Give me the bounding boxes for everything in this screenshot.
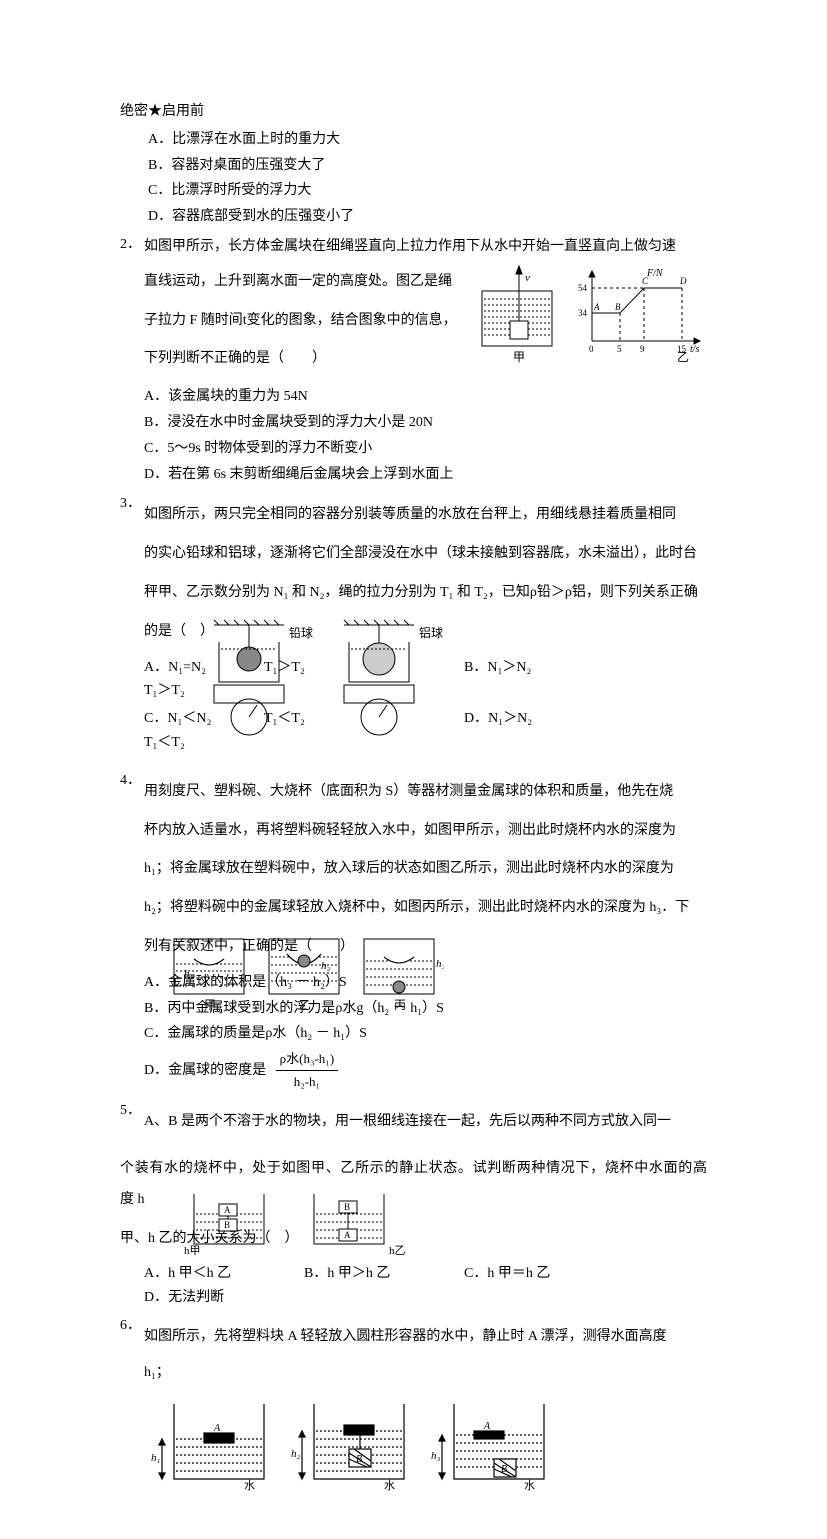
q1-opt-a: A．比漂浮在水面上时的重力大	[120, 128, 707, 152]
q4-cap1: 甲	[204, 998, 216, 1012]
q5-opt-c: C．h 甲＝h 乙	[464, 1262, 624, 1286]
q2-pt-b: B	[615, 302, 621, 312]
q2-number: 2．	[120, 233, 144, 488]
q4-cap2: 乙	[299, 998, 311, 1012]
q2-pt-a: A	[593, 302, 600, 312]
q4-opt-d-text: D．金属球的密度是	[144, 1063, 266, 1078]
q4-stem-4: h₂；将塑料碗中的金属球轻放入烧杯中，如图丙所示，测出此时烧杯内水的深度为 h₃…	[144, 893, 707, 924]
q6-stem-2: h₁；	[144, 1361, 707, 1385]
q2-ytick-54: 54	[578, 283, 588, 293]
q6-a3: A	[483, 1421, 491, 1432]
q3-label-al: 铝球	[419, 625, 443, 640]
q4-opt-d: D．金属球的密度是 ρ水(h₃-h₁) h₂-h₁	[144, 1048, 707, 1093]
q2-caption-right: 乙	[677, 350, 689, 364]
q2-xtick-0: 0	[589, 344, 594, 354]
q2-xtick-5: 5	[617, 344, 622, 354]
q4-cap3: 丙	[394, 998, 406, 1012]
q6-figure: A h₁ 水	[144, 1389, 707, 1499]
q5-opt-b: B．h 甲＞h 乙	[304, 1262, 464, 1286]
q5-opt-a: A．h 甲＜h 乙	[144, 1262, 304, 1286]
q5-b2: B	[344, 1202, 350, 1212]
q3-stem-3: 秤甲、乙示数分别为 N₁ 和 N₂，绳的拉力分别为 T₁ 和 T₂，已知ρ铅＞ρ…	[144, 578, 707, 609]
q2-figure: v 甲 F/N t/s 34 54	[477, 261, 707, 371]
q3-opt-d: D．N₁＞N₂	[464, 707, 584, 731]
svg-text:v: v	[525, 272, 530, 284]
q2-opt-c: C．5～9s 时物体受到的浮力不断变小	[144, 437, 707, 461]
q6-water2: 水	[384, 1479, 395, 1492]
q2-ylabel: F/N	[646, 268, 664, 279]
q3-stem-1: 如图所示，两只完全相同的容器分别装等质量的水放在台秤上，用细线悬挂着质量相同	[144, 500, 707, 531]
q2-pt-d: D	[679, 276, 687, 286]
q3-figure: 铅球 铝球	[184, 617, 444, 747]
q1-opt-c: C．比漂浮时所受的浮力大	[120, 179, 707, 203]
q4-stem-2: 杯内放入适量水，再将塑料碗轻轻放入水中，如图甲所示，测出此时烧杯内水的深度为	[144, 816, 707, 847]
q6-a1: A	[213, 1423, 221, 1434]
q5-b1: B	[224, 1220, 230, 1230]
secret-header: 绝密★启用前	[120, 100, 707, 124]
q3-opt-b: B．N₁＞N₂	[464, 656, 584, 680]
q6-water1: 水	[244, 1479, 255, 1492]
q6-water3: 水	[524, 1479, 535, 1492]
q2-caption-left: 甲	[513, 350, 525, 364]
q4-stem-1: 用刻度尺、塑料碗、大烧杯（底面积为 S）等器材测量金属球的体积和质量，他先在烧	[144, 777, 707, 808]
q3-number: 3．	[120, 492, 144, 764]
q6-h1: h₁	[151, 1452, 161, 1464]
q4-h3: h₃	[436, 958, 444, 970]
q4-frac-bot: h₂-h₁	[276, 1071, 339, 1093]
q1-opt-d: D．容器底部受到水的压强变小了	[120, 205, 707, 229]
q3-stem-2: 的实心铅球和铝球，逐渐将它们全部浸没在水中（球未接触到容器底，水未溢出），此时台	[144, 539, 707, 570]
q5-number: 5．	[120, 1099, 144, 1146]
q1-opt-b: B．容器对桌面的压强变大了	[120, 154, 707, 178]
q4-number: 4．	[120, 769, 144, 1096]
q2-xlabel: t/s	[690, 344, 700, 355]
q5-stem-1: A、B 是两个不溶于水的物块，用一根细线连接在一起，先后以两种不同方式放入同一	[144, 1107, 707, 1138]
q6-b3: B	[501, 1464, 507, 1475]
q3-label-lead: 铅球	[289, 626, 313, 640]
q6-h3: h₃	[431, 1450, 441, 1462]
q5-cap2: h乙	[389, 1244, 406, 1257]
q2-ytick-34: 34	[578, 308, 588, 318]
q6-b2: B	[356, 1454, 362, 1465]
q2-pt-c: C	[642, 276, 649, 286]
q5-figure: A B h甲 B	[184, 1189, 414, 1259]
q5-opt-d: D．无法判断	[144, 1286, 304, 1310]
q2-opt-b: B．浸没在水中时金属块受到的浮力大小是 20N	[144, 411, 707, 435]
q6-h2: h₂	[291, 1448, 301, 1460]
q2-stem-1: 如图甲所示，长方体金属块在细绳竖直向上拉力作用下从水中开始一直竖直向上做匀速	[144, 235, 707, 259]
q4-h2: h₂	[321, 960, 331, 972]
q4-frac-top: ρ水(h₃-h₁)	[276, 1048, 339, 1071]
q2-opt-a: A．该金属块的重力为 54N	[144, 385, 707, 409]
q6-number: 6．	[120, 1314, 144, 1499]
q6-stem-1: 如图所示，先将塑料块 A 轻轻放入圆柱形容器的水中，静止时 A 漂浮，测得水面高…	[144, 1322, 707, 1353]
q5-cap1: h甲	[184, 1245, 201, 1257]
q4-stem-3: h₁；将金属球放在塑料碗中，放入球后的状态如图乙所示，测出此时烧杯内水的深度为	[144, 854, 707, 885]
q4-h1: h₁	[184, 968, 194, 980]
q2-xtick-9: 9	[640, 344, 645, 354]
q2-opt-d: D．若在第 6s 末剪断细绳后金属块会上浮到水面上	[144, 463, 707, 487]
q4-figure: h₁ 甲 h₂	[164, 929, 444, 1039]
q5-a1: A	[224, 1205, 231, 1215]
q5-a2: A	[344, 1230, 351, 1240]
